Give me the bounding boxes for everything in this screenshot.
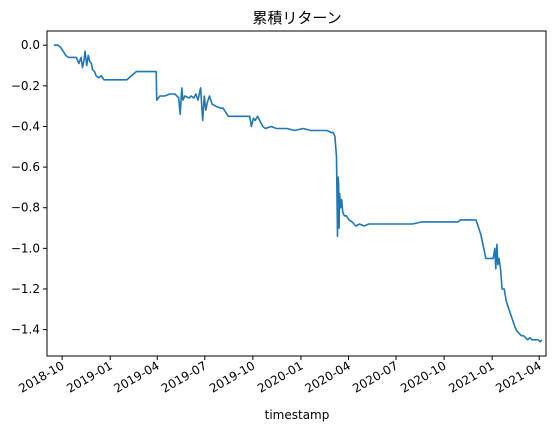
y-tick-label: −1.0 (11, 241, 40, 255)
y-tick-label: −1.2 (11, 282, 40, 296)
y-axis: 0.0 −0.2 −0.4 −0.6 −0.8 −1.0 −1.2 −1.4 (11, 38, 47, 337)
x-axis: 2018-102019-012019-042019-072019-102020-… (16, 356, 544, 396)
plot-frame (46, 30, 547, 357)
chart-title: 累積リターン (252, 9, 341, 27)
series-line (53, 44, 543, 343)
y-tick-label: −0.4 (11, 119, 40, 133)
x-tick-label: 2019-04 (111, 358, 161, 395)
y-tick-label: −0.6 (11, 160, 40, 174)
x-tick-label: 2021-01 (446, 358, 496, 395)
x-tick-label: 2019-01 (64, 358, 114, 395)
x-tick-label: 2018-10 (16, 358, 66, 395)
x-tick-label: 2019-10 (207, 358, 257, 395)
x-axis-label: timestamp (265, 408, 330, 422)
x-tick-label: 2020-07 (350, 358, 400, 395)
x-tick-label: 2020-01 (255, 358, 305, 395)
x-tick-label: 2020-10 (398, 358, 448, 395)
x-tick-label: 2021-04 (493, 358, 543, 395)
y-tick-label: 0.0 (21, 38, 40, 52)
x-tick-label: 2019-07 (159, 358, 209, 395)
plot-area (53, 44, 543, 343)
y-tick-label: −0.2 (11, 79, 40, 93)
y-tick-label: −1.4 (11, 323, 40, 337)
y-tick-label: −0.8 (11, 201, 40, 215)
x-tick-label: 2020-04 (303, 358, 353, 395)
